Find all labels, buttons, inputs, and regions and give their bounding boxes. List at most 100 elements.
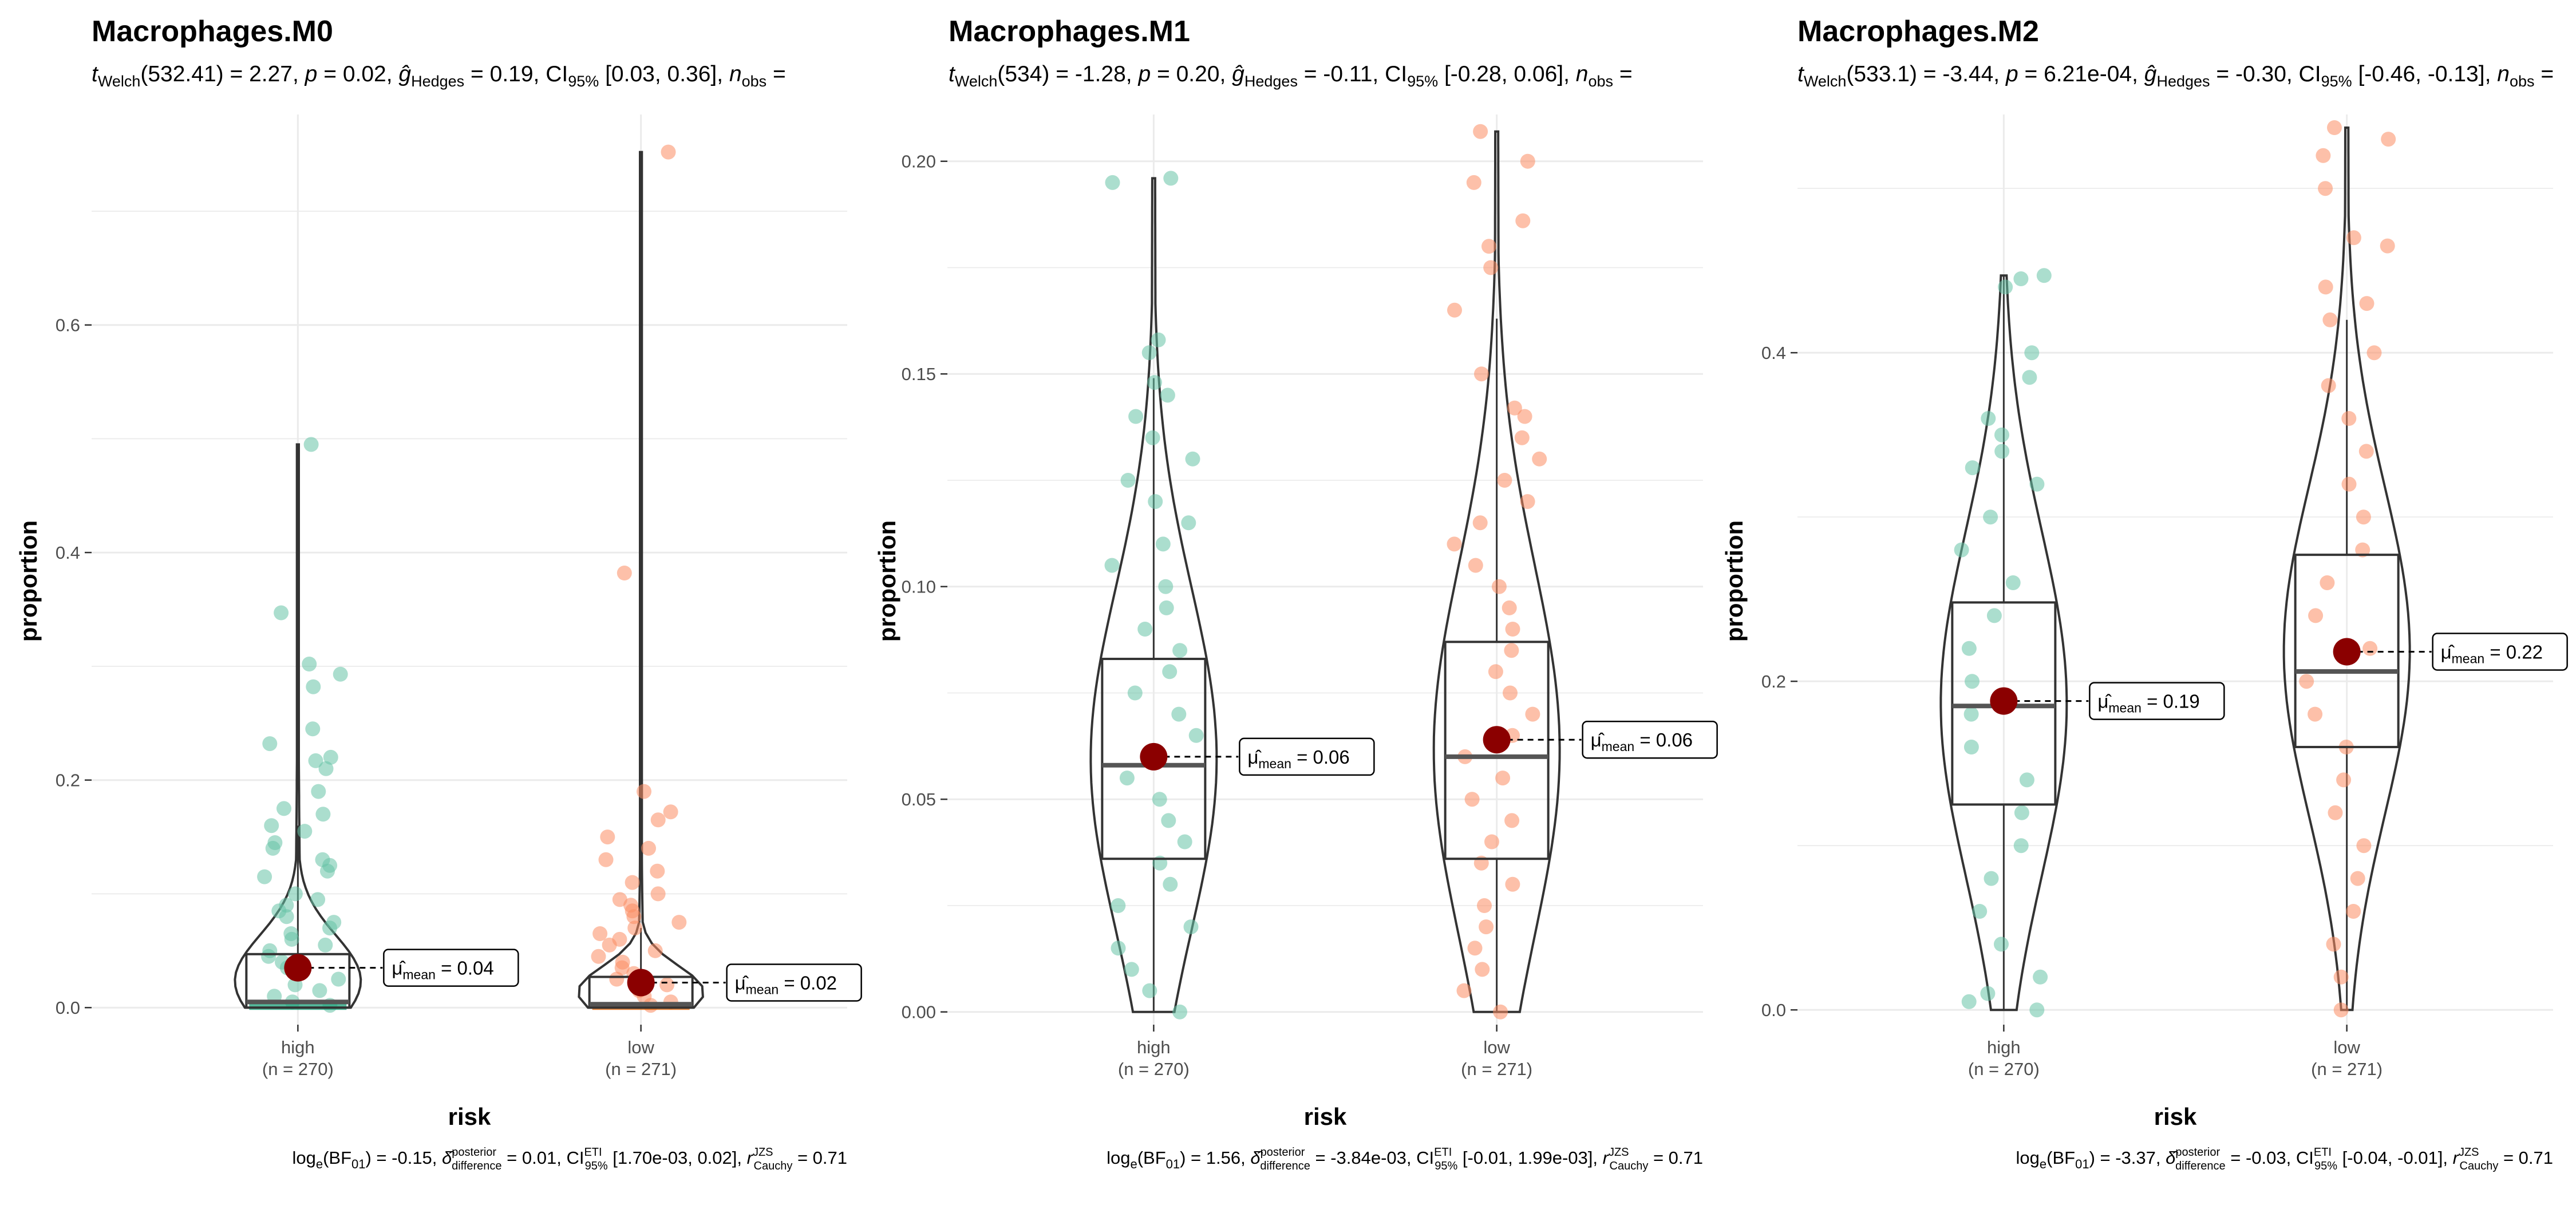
data-point <box>1148 494 1163 509</box>
chart-caption: loge(BF01) = 1.56, δ̂posterior difference… <box>1107 1146 1703 1172</box>
data-point <box>1142 983 1157 998</box>
data-point <box>318 761 334 776</box>
data-point <box>1954 542 1969 558</box>
data-point <box>1984 871 1999 886</box>
data-point <box>2333 1002 2349 1018</box>
data-point <box>1155 536 1171 552</box>
data-point <box>315 807 331 822</box>
data-point <box>1514 430 1530 445</box>
data-point <box>1183 919 1199 935</box>
data-point <box>306 679 321 694</box>
data-point <box>1127 685 1143 701</box>
y-axis-title: proportion <box>1721 520 1748 642</box>
x-tick-label: high <box>1987 1037 2021 1057</box>
data-point <box>1447 302 1462 318</box>
data-point <box>626 909 642 925</box>
data-point <box>2005 575 2021 590</box>
data-point <box>1188 728 1204 743</box>
data-point <box>598 852 614 867</box>
data-point <box>1504 643 1519 658</box>
violin-outline <box>578 151 704 1009</box>
data-point <box>1475 962 1490 977</box>
mean-point <box>1483 726 1511 754</box>
data-point <box>1161 813 1176 828</box>
data-point <box>2322 312 2338 327</box>
data-point <box>1456 983 1472 998</box>
data-point <box>2033 969 2048 985</box>
data-point <box>1128 409 1144 424</box>
data-point <box>1124 962 1139 977</box>
data-point <box>1481 239 1496 254</box>
data-point <box>2308 608 2324 623</box>
data-point <box>650 812 666 828</box>
data-point <box>663 804 678 820</box>
data-point <box>2366 345 2382 361</box>
data-point <box>2346 230 2361 246</box>
x-axis-title: risk <box>2154 1103 2197 1130</box>
data-point <box>647 943 663 958</box>
mean-label-box <box>2432 633 2568 671</box>
data-point <box>1972 904 1988 919</box>
data-point <box>320 863 335 879</box>
data-point <box>1181 515 1196 531</box>
data-point <box>265 840 280 856</box>
data-point <box>311 784 326 799</box>
y-tick-label: 0.15 <box>902 364 936 384</box>
data-point <box>257 869 272 884</box>
data-point <box>1961 641 1977 656</box>
data-point <box>614 960 630 975</box>
x-axis-title: risk <box>448 1103 491 1130</box>
data-point <box>1525 706 1540 722</box>
data-point <box>1483 260 1499 275</box>
y-tick-label: 0.0 <box>56 998 80 1018</box>
data-point <box>262 736 278 752</box>
y-tick-label: 0.10 <box>902 577 936 597</box>
data-point <box>612 892 627 907</box>
violin-outline <box>1432 130 1561 1013</box>
data-point <box>602 937 617 953</box>
data-point <box>1981 411 1996 426</box>
chart-caption: loge(BF01) = -0.15, δ̂posterior differenc… <box>292 1146 847 1172</box>
data-point <box>2341 476 2357 492</box>
data-point <box>308 753 323 768</box>
data-point <box>1141 345 1157 361</box>
data-point <box>1963 706 1979 722</box>
x-axis-title: risk <box>1304 1103 1347 1130</box>
panel-1: 0.0 0.2 0.4 0.6 Macrophages.M0 tWelch(532.41)… <box>15 15 862 1172</box>
data-point <box>2014 805 2029 820</box>
data-point <box>2356 509 2371 525</box>
data-point <box>1503 685 1518 701</box>
data-point <box>1474 366 1489 382</box>
data-point <box>1177 834 1192 850</box>
y-tick-label: 0.05 <box>902 789 936 809</box>
mean-point <box>2333 638 2361 666</box>
data-point <box>1171 706 1187 722</box>
data-point <box>2318 279 2333 295</box>
x-tick-count: (n = 270) <box>1968 1059 2040 1079</box>
data-point <box>1105 175 1120 190</box>
mean-label: μ̂mean = 0.19 <box>2097 691 2199 716</box>
data-point <box>2381 132 2396 147</box>
data-point <box>609 971 625 987</box>
data-point <box>1532 451 1547 467</box>
chart-subtitle: tWelch(532.41) = 2.27, p = 0.02, ĝHedges… <box>92 62 786 90</box>
data-point <box>2024 345 2040 361</box>
data-point <box>322 920 337 936</box>
data-point <box>1111 941 1126 956</box>
data-point <box>617 566 632 580</box>
data-point <box>264 818 279 833</box>
data-point <box>1965 674 1980 689</box>
data-point <box>1998 279 2013 295</box>
chart-title: Macrophages.M2 <box>1797 15 2039 48</box>
data-point <box>1505 876 1520 892</box>
chart-subtitle: tWelch(534) = -1.28, p = 0.20, ĝHedges =… <box>949 62 1633 90</box>
chart-title: Macrophages.M1 <box>949 15 1190 48</box>
data-point <box>1507 400 1522 416</box>
data-point <box>2341 411 2357 426</box>
data-point <box>305 721 321 737</box>
box <box>1951 601 2057 806</box>
data-point <box>1515 213 1531 228</box>
